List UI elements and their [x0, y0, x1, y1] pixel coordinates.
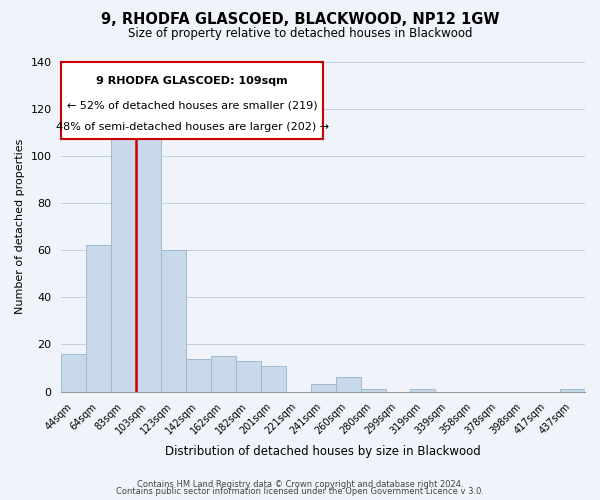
- Bar: [361, 389, 386, 392]
- Text: 48% of semi-detached houses are larger (202) →: 48% of semi-detached houses are larger (…: [56, 122, 329, 132]
- Bar: [86, 246, 111, 392]
- Bar: [111, 134, 136, 392]
- Bar: [560, 389, 585, 392]
- Bar: [335, 378, 361, 392]
- Text: 9, RHODFA GLASCOED, BLACKWOOD, NP12 1GW: 9, RHODFA GLASCOED, BLACKWOOD, NP12 1GW: [101, 12, 499, 28]
- Bar: [261, 366, 286, 392]
- Bar: [186, 358, 211, 392]
- Bar: [410, 389, 436, 392]
- Text: 9 RHODFA GLASCOED: 109sqm: 9 RHODFA GLASCOED: 109sqm: [97, 76, 288, 86]
- Bar: [136, 116, 161, 392]
- Bar: [311, 384, 335, 392]
- Text: ← 52% of detached houses are smaller (219): ← 52% of detached houses are smaller (21…: [67, 100, 317, 110]
- Text: Size of property relative to detached houses in Blackwood: Size of property relative to detached ho…: [128, 28, 472, 40]
- Bar: [211, 356, 236, 392]
- Text: Contains HM Land Registry data © Crown copyright and database right 2024.: Contains HM Land Registry data © Crown c…: [137, 480, 463, 489]
- Bar: [61, 354, 86, 392]
- Y-axis label: Number of detached properties: Number of detached properties: [15, 139, 25, 314]
- Bar: [236, 361, 261, 392]
- X-axis label: Distribution of detached houses by size in Blackwood: Distribution of detached houses by size …: [166, 444, 481, 458]
- Text: Contains public sector information licensed under the Open Government Licence v : Contains public sector information licen…: [116, 487, 484, 496]
- Bar: [161, 250, 186, 392]
